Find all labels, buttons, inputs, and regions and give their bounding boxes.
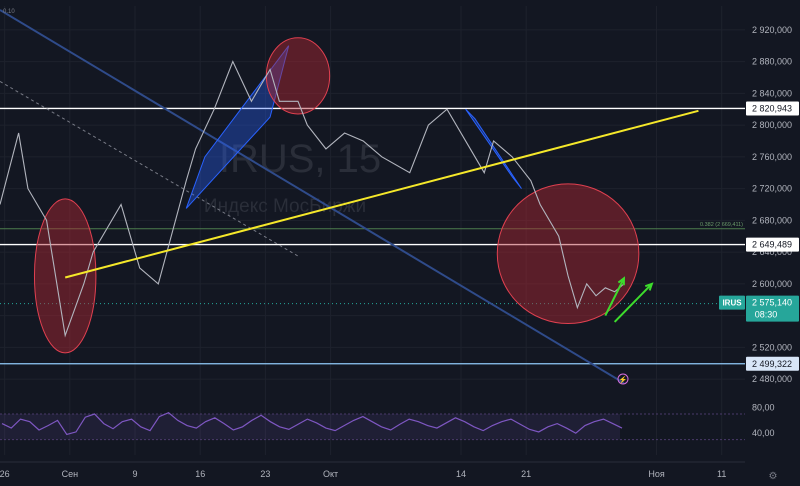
oscillator-tick-label: 40,00 [752, 428, 775, 438]
oscillator-tick-label: 80,00 [752, 403, 775, 413]
price-tick-label: 2 760,000 [752, 152, 792, 162]
last-price-tag[interactable] [746, 295, 799, 322]
price-tick-label: 2 920,000 [752, 25, 792, 35]
last-price-value: 2 575,140 [752, 298, 792, 308]
date-tick-label: 14 [456, 469, 466, 479]
highlight-ellipse[interactable] [496, 183, 640, 325]
oscillator-line [1, 412, 623, 436]
level-price-tag[interactable] [746, 356, 799, 371]
date-tick-label: 11 [717, 469, 726, 479]
symbol-tag-label: IRUS [722, 299, 742, 308]
level-price-tag[interactable] [746, 237, 799, 252]
price-tick-label: 2 600,000 [752, 279, 792, 289]
date-tick-label: Ноя [648, 469, 665, 479]
green-arrow[interactable] [613, 283, 653, 323]
green-arrow-head [644, 282, 654, 291]
price-tick-label: 2 840,000 [752, 88, 792, 98]
level-price-tag[interactable] [746, 101, 799, 116]
svg-text:⚡: ⚡ [619, 375, 628, 384]
settings-icon[interactable]: ⚙ [769, 471, 778, 482]
symbol-tag[interactable] [719, 295, 745, 310]
price-series-line [0, 60, 625, 338]
oscillator-pane [0, 412, 745, 441]
oscillator-band [0, 414, 620, 440]
green-arrow-head [617, 276, 625, 286]
level-price-label: 2 499,322 [752, 359, 792, 369]
channel-rectangle[interactable] [185, 45, 290, 209]
date-tick-label: Окт [323, 469, 338, 479]
watermark-subtitle: Индекс МосБиржи [204, 196, 366, 217]
price-tick-label: 2 520,000 [752, 342, 792, 352]
level-price-label: 2 820,943 [752, 103, 792, 113]
drawings-foreground[interactable] [64, 109, 699, 323]
symbol-watermark: IRUS, 15 Индекс МосБиржи [204, 137, 381, 217]
price-tick-label: 2 680,000 [752, 215, 792, 225]
date-tick-label: 9 [133, 469, 138, 479]
price-tick-label: 2 880,000 [752, 57, 792, 67]
drawings-background[interactable] [0, 9, 640, 384]
price-tick-label: 2 720,000 [752, 184, 792, 194]
grid-lines [0, 6, 745, 455]
price-tick-label: 2 480,000 [752, 374, 792, 384]
alert-icon[interactable]: ⚡ [617, 373, 629, 385]
channel-rectangle[interactable] [465, 108, 522, 189]
top-left-label: 0.10 [3, 9, 15, 15]
price-axis[interactable]: 2 920,000 2 880,000 2 840,000 2 800,000 2 76… [719, 0, 800, 486]
date-tick-label: Сен [62, 469, 79, 479]
yellow-trendline[interactable] [64, 109, 699, 279]
watermark-symbol: IRUS, 15 [219, 137, 381, 181]
date-tick-label: 21 [521, 469, 531, 479]
blue-diagonal-trendline[interactable] [0, 9, 625, 384]
date-tick-label: 26 [0, 469, 10, 479]
price-tick-label: 2 640,000 [752, 247, 792, 257]
level-price-label: 2 649,489 [752, 240, 792, 250]
date-tick-label: 16 [195, 469, 205, 479]
price-tick-label: 2 800,000 [752, 120, 792, 130]
bar-countdown: 08:30 [755, 310, 778, 320]
date-tick-label: 23 [260, 469, 270, 479]
green-arrow[interactable] [604, 277, 625, 317]
horizontal-levels[interactable]: 0.382 (2 669,411) [0, 107, 745, 365]
fib-level-label: 0.382 (2 669,411) [700, 222, 743, 228]
date-axis[interactable]: 26 Сен 9 16 23 Окт 14 21 Ноя 11 [0, 461, 745, 479]
